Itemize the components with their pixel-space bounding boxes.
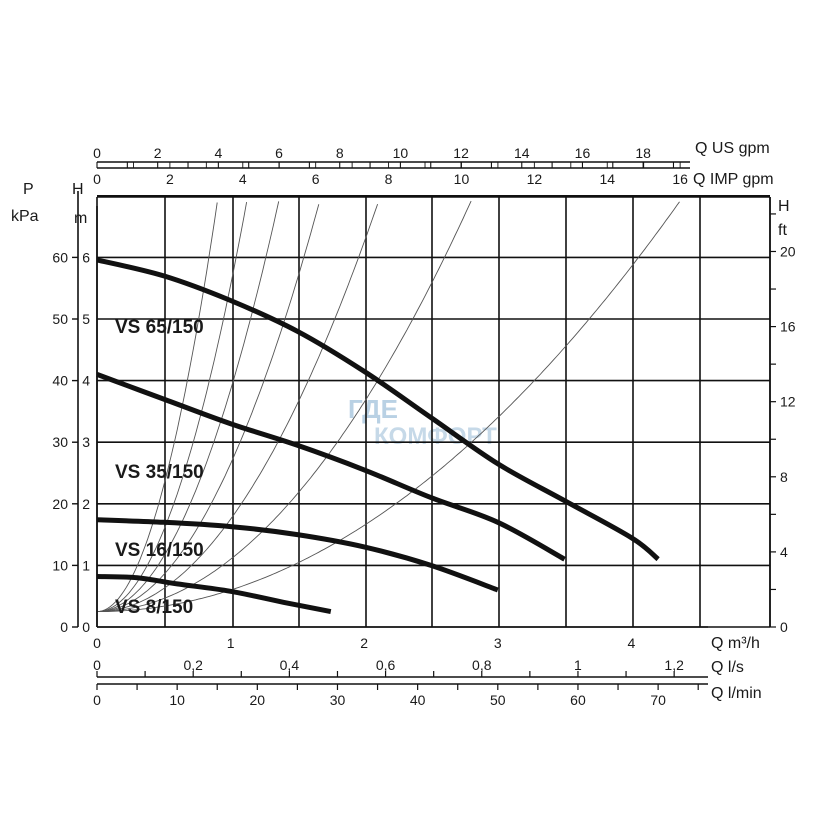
system-curve <box>97 201 680 613</box>
usgpm-tick-label: 14 <box>514 145 530 161</box>
system-curve <box>96 202 218 613</box>
impgpm-tick-label: 4 <box>239 171 247 187</box>
ft-axis-title: H <box>778 198 790 215</box>
m3h-tick-label: 0 <box>93 635 101 651</box>
ft-tick-label: 20 <box>780 243 796 259</box>
impgpm-tick-label: 0 <box>93 171 101 187</box>
lmin-tick-label: 0 <box>93 692 101 708</box>
kpa-tick-label: 20 <box>52 496 68 512</box>
m3h-tick-label: 2 <box>360 635 368 651</box>
m-tick-label: 3 <box>82 434 90 450</box>
m-tick-label: 2 <box>82 496 90 512</box>
kpa-tick-label: 50 <box>52 311 68 327</box>
watermark: ГДЕ КОМФОРТ <box>348 394 497 450</box>
system-curve <box>96 202 248 613</box>
lmin-tick-label: 10 <box>169 692 185 708</box>
ls-tick-label: 0,6 <box>376 657 396 673</box>
m3h-axis-title: Q m³/h <box>711 635 760 652</box>
ft-tick-label: 0 <box>780 619 788 635</box>
kpa-tick-label: 30 <box>52 434 68 450</box>
ft-tick-label: 12 <box>780 394 796 410</box>
ft-tick-label: 8 <box>780 469 788 485</box>
ls-tick-label: 1,2 <box>664 657 684 673</box>
usgpm-tick-label: 10 <box>393 145 409 161</box>
m-tick-label: 0 <box>82 619 90 635</box>
usgpm-tick-label: 12 <box>453 145 469 161</box>
usgpm-tick-label: 0 <box>93 145 101 161</box>
pump-curve-vs-8-150 <box>96 574 332 615</box>
usgpm-tick-label: 2 <box>154 145 162 161</box>
lmin-axis-title: Q l/min <box>711 685 762 702</box>
impgpm-tick-label: 6 <box>312 171 320 187</box>
impgpm-tick-label: 14 <box>599 171 615 187</box>
impgpm-tick-label: 10 <box>454 171 470 187</box>
impgpm-tick-label: 12 <box>527 171 543 187</box>
usgpm-tick-label: 4 <box>214 145 222 161</box>
ft-tick-label: 4 <box>780 544 788 560</box>
usgpm-tick-label: 8 <box>336 145 344 161</box>
kpa-tick-label: 40 <box>52 373 68 389</box>
pump-curve-vs-35-150 <box>96 372 566 562</box>
series-label: VS 8/150 <box>115 597 193 618</box>
m3h-tick-label: 3 <box>494 635 502 651</box>
lmin-tick-label: 60 <box>570 692 586 708</box>
pump-curve-vs-16-150 <box>96 517 499 593</box>
series-label: VS 16/150 <box>115 540 204 561</box>
impgpm-tick-label: 16 <box>672 171 688 187</box>
lmin-tick-label: 20 <box>250 692 266 708</box>
lmin-tick-label: 40 <box>410 692 426 708</box>
m3h-tick-label: 1 <box>227 635 235 651</box>
usgpm-axis-title: Q US gpm <box>695 140 770 157</box>
watermark-line-1: ГДЕ <box>348 394 398 424</box>
m-tick-label: 6 <box>82 249 90 265</box>
kpa-tick-label: 60 <box>52 249 68 265</box>
m-axis-unit: m <box>74 210 87 227</box>
system-curve <box>96 201 280 613</box>
pump-curves: VS 65/150 VS 35/150 VS 16/150 VS 8/150 <box>96 257 660 618</box>
lmin-tick-label: 50 <box>490 692 506 708</box>
usgpm-tick-label: 16 <box>575 145 591 161</box>
impgpm-tick-label: 8 <box>385 171 393 187</box>
ft-axis-unit: ft <box>778 222 787 239</box>
system-curves <box>96 200 680 613</box>
ls-tick-label: 0 <box>93 657 101 673</box>
lmin-tick-label: 70 <box>650 692 666 708</box>
ls-tick-label: 1 <box>574 657 582 673</box>
system-curve <box>97 203 379 613</box>
ls-tick-label: 0,8 <box>472 657 492 673</box>
impgpm-tick-label: 2 <box>166 171 174 187</box>
kpa-axis-unit: kPa <box>11 208 39 225</box>
kpa-tick-label: 10 <box>52 557 68 573</box>
m-tick-label: 5 <box>82 311 90 327</box>
m3h-tick-label: 4 <box>628 635 636 651</box>
kpa-tick-label: 0 <box>60 619 68 635</box>
lmin-tick-label: 30 <box>330 692 346 708</box>
m-tick-label: 4 <box>82 373 90 389</box>
kpa-axis-title: P <box>23 181 34 198</box>
ls-tick-label: 0,4 <box>280 657 300 673</box>
ft-tick-label: 16 <box>780 319 796 335</box>
usgpm-tick-label: 18 <box>635 145 651 161</box>
series-label: VS 65/150 <box>115 317 204 338</box>
watermark-line-2: КОМФОРТ <box>374 423 497 450</box>
system-curve <box>97 200 472 613</box>
m-axis-title: H <box>72 181 84 198</box>
m-tick-label: 1 <box>82 557 90 573</box>
ls-tick-label: 0,2 <box>183 657 203 673</box>
system-curve <box>96 204 320 613</box>
axes <box>72 161 776 690</box>
series-label: VS 35/150 <box>115 462 204 483</box>
usgpm-tick-label: 6 <box>275 145 283 161</box>
pump-curve-vs-65-150 <box>96 257 660 562</box>
ls-axis-title: Q l/s <box>711 659 744 676</box>
impgpm-axis-title: Q IMP gpm <box>693 171 774 188</box>
